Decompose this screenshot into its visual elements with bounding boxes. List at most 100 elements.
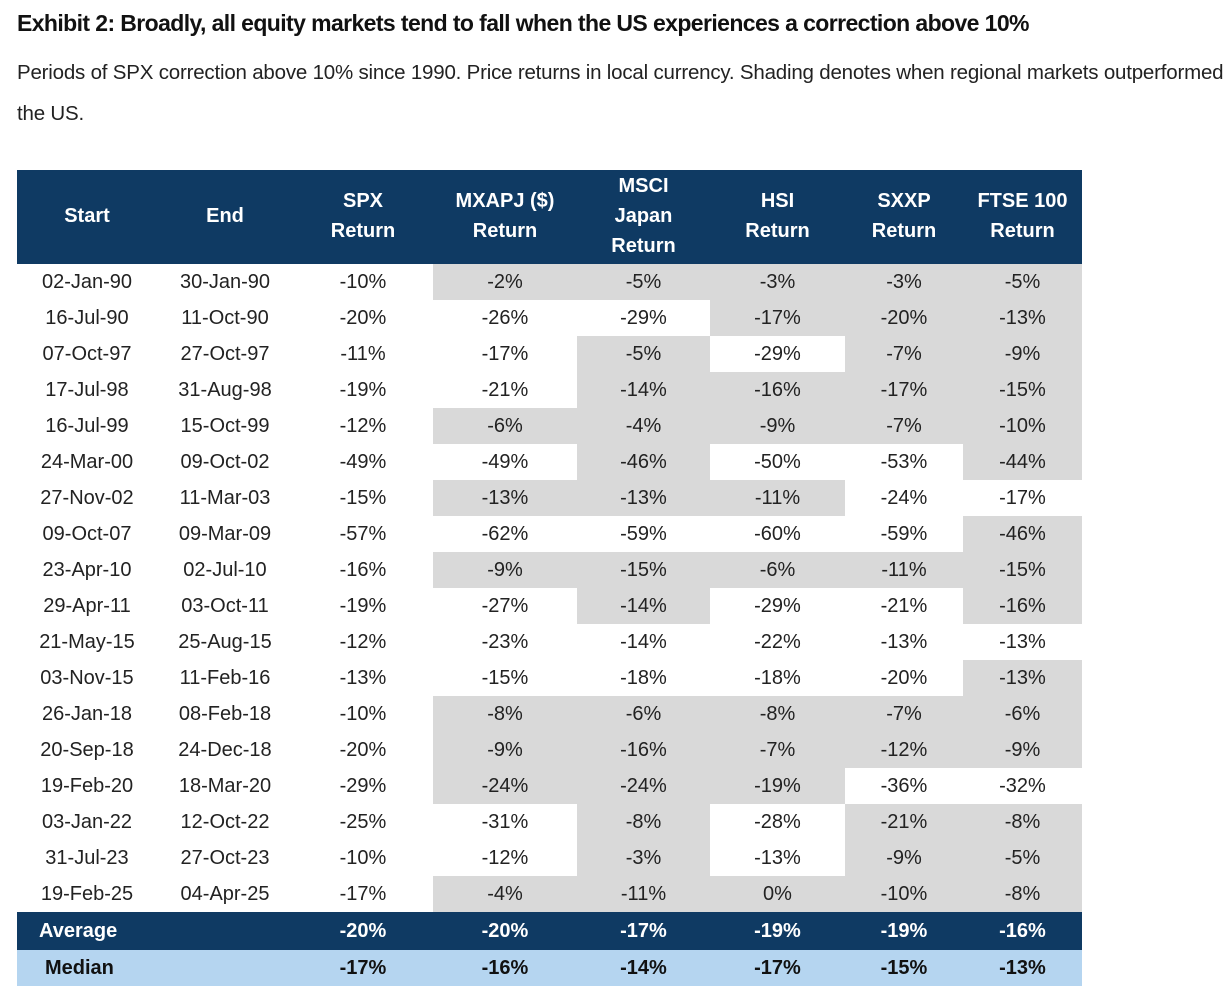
summary-row: Median -17% -16% -14% -17% -15% -13%	[17, 950, 1082, 986]
cell: -60%	[754, 522, 801, 545]
cell: -11%	[577, 876, 710, 912]
cell: -24%	[880, 486, 928, 509]
cell: -7%	[845, 336, 963, 372]
cell: -11%	[340, 342, 386, 365]
cell: 30-Jan-90	[157, 262, 293, 300]
cell: -6%	[433, 408, 577, 444]
cell: -49%	[481, 450, 529, 473]
subtitle: Periods of SPX correction above 10% sinc…	[17, 61, 1224, 125]
cell: 15-Oct-99	[180, 414, 270, 437]
row: 27-Nov-02 11-Mar-03 -15% -13% -13% -11% -24% -1…	[17, 480, 1082, 516]
cell: 09-Mar-09	[178, 522, 272, 545]
cell: -62%	[481, 522, 529, 545]
cell: -10%	[339, 846, 387, 869]
cell: -57%	[339, 522, 387, 545]
cell: 24-Dec-18	[178, 738, 272, 761]
cell: -12%	[845, 732, 963, 768]
summary-row: Average -20% -20% -17% -19% -19% -16%	[17, 912, 1082, 950]
cell: -21%	[880, 594, 928, 617]
summary-cell: -14%	[577, 950, 710, 986]
cell: 03-Oct-11	[181, 594, 269, 617]
cell: -50%	[754, 450, 801, 473]
cell: -15%	[339, 486, 387, 509]
cell: -17%	[481, 342, 529, 365]
cell: -29%	[620, 306, 667, 329]
column-header: FTSE 100 Return	[963, 170, 1082, 263]
column-header: MXAPJ ($) Return	[433, 170, 577, 263]
cell: -19%	[339, 378, 387, 401]
cell: -5%	[963, 262, 1082, 300]
cell: 0%	[710, 876, 845, 912]
cell: 09-Oct-02	[180, 450, 270, 473]
cell: -46%	[963, 516, 1082, 552]
cell: -28%	[754, 810, 801, 833]
cell: -7%	[710, 732, 845, 768]
cell: -24%	[433, 768, 577, 804]
row: 07-Oct-97 27-Oct-97 -11% -17% -5% -29% -7% -9%	[17, 336, 1082, 372]
cell: 03-Nov-15	[40, 666, 134, 689]
cell: -59%	[880, 522, 928, 545]
column-header: MSCI Japan Return	[577, 170, 710, 263]
cell: 29-Apr-11	[43, 594, 131, 617]
cell: 31-Jul-23	[45, 846, 129, 869]
summary-cell: -20%	[433, 912, 577, 950]
summary-cell: -19%	[710, 912, 845, 950]
cell: -24%	[577, 768, 710, 804]
cell: 02-Jan-90	[17, 262, 157, 300]
row: 03-Jan-22 12-Oct-22 -25% -31% -8% -28% -21% -8%	[17, 804, 1082, 840]
summary-cell: -17%	[293, 950, 433, 986]
cell: -13%	[999, 630, 1046, 653]
row: 16-Jul-90 11-Oct-90 -20% -26% -29% -17% -20% -1…	[17, 300, 1082, 336]
row: 29-Apr-11 03-Oct-11 -19% -27% -14% -29% -21% -1…	[17, 588, 1082, 624]
cell: -10%	[963, 408, 1082, 444]
cell: -36%	[880, 774, 928, 797]
header-line: Return	[330, 220, 396, 242]
cell: -27%	[481, 594, 529, 617]
cell: 26-Jan-18	[41, 702, 133, 725]
cell: 18-Mar-20	[178, 774, 272, 797]
header-line: Return	[871, 220, 937, 242]
row: 19-Feb-20 18-Mar-20 -29% -24% -24% -19% -36% -3…	[17, 768, 1082, 804]
summary-cell: -16%	[963, 912, 1082, 950]
cell: -17%	[845, 372, 963, 408]
cell: -5%	[963, 840, 1082, 876]
cell: -9%	[963, 732, 1082, 768]
row: 20-Sep-18 24-Dec-18 -20% -9% -16% -7% -12% -9%	[17, 732, 1082, 768]
cell: -14%	[577, 588, 710, 624]
cell: -14%	[620, 630, 667, 653]
cell: 07-Oct-97	[42, 342, 132, 365]
row: 31-Jul-23 27-Oct-23 -10% -12% -3% -13% -9% -5%	[17, 840, 1082, 876]
cell: -21%	[481, 378, 529, 401]
column-header: Start	[17, 170, 157, 263]
cell: -19%	[339, 594, 387, 617]
cell: 16-Jul-99	[45, 414, 129, 437]
header-line: MXAPJ ($)	[455, 190, 555, 212]
header-line: HSI	[760, 190, 795, 212]
cell: -29%	[339, 774, 387, 797]
cell: -3%	[710, 262, 845, 300]
cell: -6%	[710, 552, 845, 588]
row: 19-Feb-25 04-Apr-25 -17% -4% -11% 0% -10% -8%	[17, 876, 1082, 912]
cell: 31-Aug-98	[178, 378, 272, 401]
cell: -23%	[481, 630, 529, 653]
cell: -12%	[339, 630, 387, 653]
cell: -8%	[963, 876, 1082, 912]
cell: -19%	[710, 768, 845, 804]
cell: -4%	[577, 408, 710, 444]
cell: -18%	[620, 666, 667, 689]
row: 02-Jan-90 30-Jan-90 -10% -2% -5% -3% -3% -5%	[17, 262, 1082, 300]
cell: 21-May-15	[39, 630, 135, 653]
column-header: SPX Return	[293, 170, 433, 263]
cell: -22%	[754, 630, 801, 653]
cell: -15%	[963, 372, 1082, 408]
cell: 02-Jul-10	[183, 558, 267, 581]
row: 16-Jul-99 15-Oct-99 -12% -6% -4% -9% -7% -10%	[17, 408, 1082, 444]
header-line: SXXP	[877, 190, 931, 212]
cell: -20%	[880, 666, 928, 689]
cell: 17-Jul-98	[45, 378, 129, 401]
summary-cell: -20%	[293, 912, 433, 950]
cell: -9%	[710, 408, 845, 444]
header-line: Return	[990, 220, 1055, 242]
column-header: HSI Return	[710, 170, 845, 263]
cell: -8%	[433, 696, 577, 732]
